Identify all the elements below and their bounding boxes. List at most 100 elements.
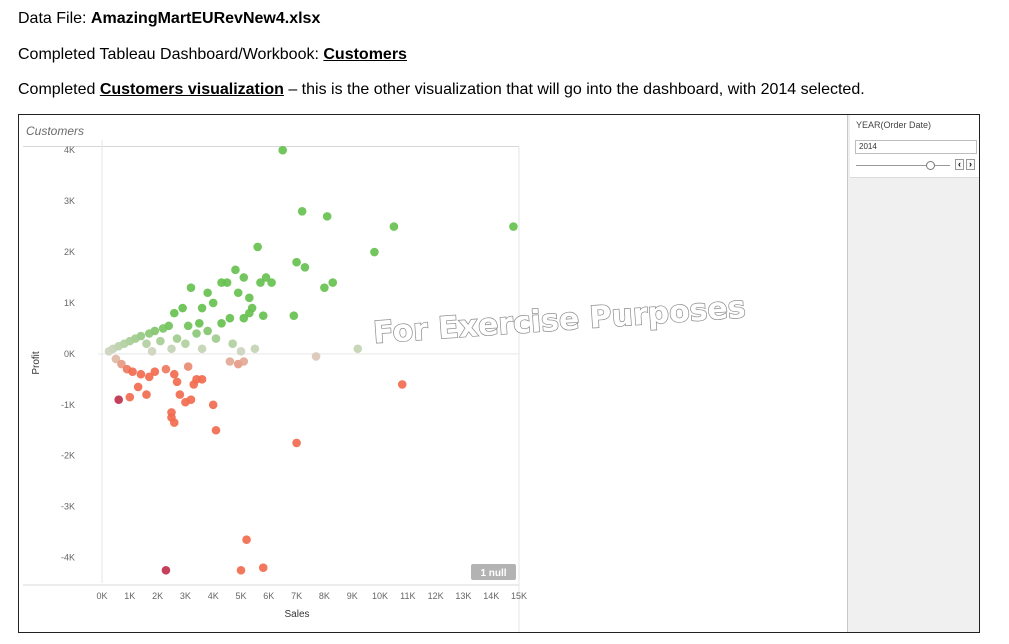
- data-point[interactable]: [197, 375, 207, 384]
- data-point[interactable]: [300, 262, 310, 272]
- data-point[interactable]: [114, 395, 123, 404]
- data-point[interactable]: [128, 367, 137, 376]
- x-axis-label: Sales: [284, 609, 309, 620]
- data-point[interactable]: [389, 222, 399, 231]
- data-point[interactable]: [247, 303, 257, 313]
- year-slider-track[interactable]: [856, 165, 950, 166]
- data-point[interactable]: [328, 278, 338, 287]
- data-point[interactable]: [292, 438, 301, 448]
- scatter-chart[interactable]: 4K 3K 2K 1K 0K -1K -2K -3K -4K 0K 1K 2K 3K 4K 5K 6K 7K 8…: [19, 115, 847, 632]
- data-point[interactable]: [172, 377, 182, 387]
- data-point[interactable]: [169, 369, 179, 379]
- data-point[interactable]: [186, 283, 196, 292]
- data-point[interactable]: [183, 321, 193, 331]
- data-point[interactable]: [178, 303, 187, 313]
- data-point[interactable]: [222, 278, 232, 287]
- data-point[interactable]: [258, 311, 268, 320]
- workbook-name: Customers: [323, 46, 407, 63]
- data-point[interactable]: [161, 364, 171, 374]
- data-point[interactable]: [261, 273, 271, 282]
- data-point[interactable]: [211, 425, 221, 435]
- data-point[interactable]: [228, 339, 237, 348]
- data-point[interactable]: [236, 347, 246, 356]
- visualization-suffix: – this is the other visualization that w…: [283, 81, 865, 98]
- data-point[interactable]: [509, 222, 518, 231]
- visualization-name: Customers visualization: [99, 81, 284, 98]
- y-axis-label: Profit: [31, 351, 42, 375]
- data-point[interactable]: [256, 278, 265, 287]
- data-point[interactable]: [208, 298, 218, 308]
- data-point[interactable]: [195, 319, 204, 328]
- data-point[interactable]: [231, 265, 240, 275]
- data-point[interactable]: [203, 326, 212, 336]
- data-point[interactable]: [245, 293, 254, 303]
- data-point[interactable]: [136, 369, 146, 379]
- data-point[interactable]: [125, 392, 135, 402]
- data-point[interactable]: [156, 336, 165, 346]
- data-point[interactable]: [311, 352, 321, 361]
- data-point[interactable]: [253, 242, 262, 252]
- data-point[interactable]: [239, 357, 249, 366]
- data-point[interactable]: [167, 344, 176, 354]
- data-point[interactable]: [320, 283, 329, 292]
- data-point[interactable]: [158, 324, 168, 333]
- data-point[interactable]: [169, 418, 179, 427]
- data-point[interactable]: [147, 347, 157, 356]
- data-point[interactable]: [144, 372, 154, 382]
- data-point[interactable]: [133, 382, 143, 392]
- data-point[interactable]: [181, 339, 190, 348]
- data-point[interactable]: [250, 344, 260, 354]
- data-point[interactable]: [142, 390, 151, 399]
- year-slider-handle[interactable]: [926, 161, 935, 170]
- data-point[interactable]: [104, 347, 114, 356]
- data-point[interactable]: [258, 563, 268, 573]
- data-point[interactable]: [161, 565, 171, 575]
- data-point[interactable]: [239, 313, 249, 323]
- data-point[interactable]: [197, 344, 207, 354]
- null-badge[interactable]: 1 null: [471, 564, 516, 580]
- data-point[interactable]: [370, 247, 379, 257]
- data-point[interactable]: [242, 535, 251, 545]
- x-axis-ticks: 0K 1K 2K 3K 4K 5K 6K 7K 8K 9K 10K 11K 12K 13K 14K 15K: [96, 591, 527, 601]
- data-point[interactable]: [239, 273, 249, 282]
- data-point[interactable]: [236, 565, 246, 575]
- data-point[interactable]: [297, 206, 307, 216]
- data-point[interactable]: [211, 334, 221, 343]
- year-filter-value[interactable]: 2014: [855, 140, 977, 154]
- data-point[interactable]: [278, 145, 288, 155]
- data-points[interactable]: [104, 145, 518, 575]
- data-point[interactable]: [397, 380, 407, 389]
- data-point[interactable]: [289, 311, 299, 320]
- data-point[interactable]: [225, 313, 235, 323]
- data-point[interactable]: [353, 344, 363, 354]
- data-point[interactable]: [183, 362, 193, 371]
- data-point[interactable]: [181, 397, 190, 407]
- y-axis-ticks: 4K 3K 2K 1K 0K -1K -2K -3K -4K: [61, 145, 75, 562]
- previous-year-button[interactable]: ‹: [955, 159, 964, 170]
- workbook-prefix: Completed Tableau Dashboard/Workbook:: [18, 46, 324, 63]
- y-tick-label: -1K: [61, 400, 75, 410]
- data-point[interactable]: [322, 212, 332, 221]
- data-point[interactable]: [197, 303, 207, 313]
- data-point[interactable]: [169, 308, 179, 318]
- data-point[interactable]: [172, 334, 182, 343]
- data-point[interactable]: [233, 288, 243, 298]
- data-point[interactable]: [117, 359, 126, 369]
- data-point[interactable]: [225, 357, 235, 366]
- data-point[interactable]: [267, 278, 276, 287]
- data-file-prefix: Data File:: [18, 10, 91, 27]
- data-point[interactable]: [142, 339, 151, 348]
- data-point[interactable]: [208, 400, 218, 410]
- data-point[interactable]: [192, 329, 201, 338]
- x-tick-label: 0K: [96, 591, 107, 601]
- data-point[interactable]: [203, 288, 212, 298]
- year-filter-card: YEAR(Order Date) 2014 ‹ ›: [850, 115, 979, 178]
- data-point[interactable]: [175, 390, 185, 399]
- next-year-button[interactable]: ›: [966, 159, 975, 170]
- data-point[interactable]: [150, 367, 160, 376]
- data-point[interactable]: [111, 354, 121, 364]
- data-point[interactable]: [292, 257, 301, 267]
- data-point[interactable]: [217, 319, 226, 328]
- data-point[interactable]: [144, 329, 154, 338]
- filter-panel: YEAR(Order Date) 2014 ‹ ›: [847, 115, 979, 632]
